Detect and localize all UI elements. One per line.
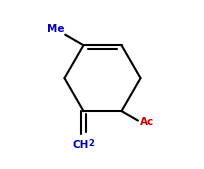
Text: 2: 2 [88,139,94,148]
Text: Ac: Ac [139,117,153,127]
Text: CH: CH [72,140,88,150]
Text: Me: Me [46,24,64,34]
